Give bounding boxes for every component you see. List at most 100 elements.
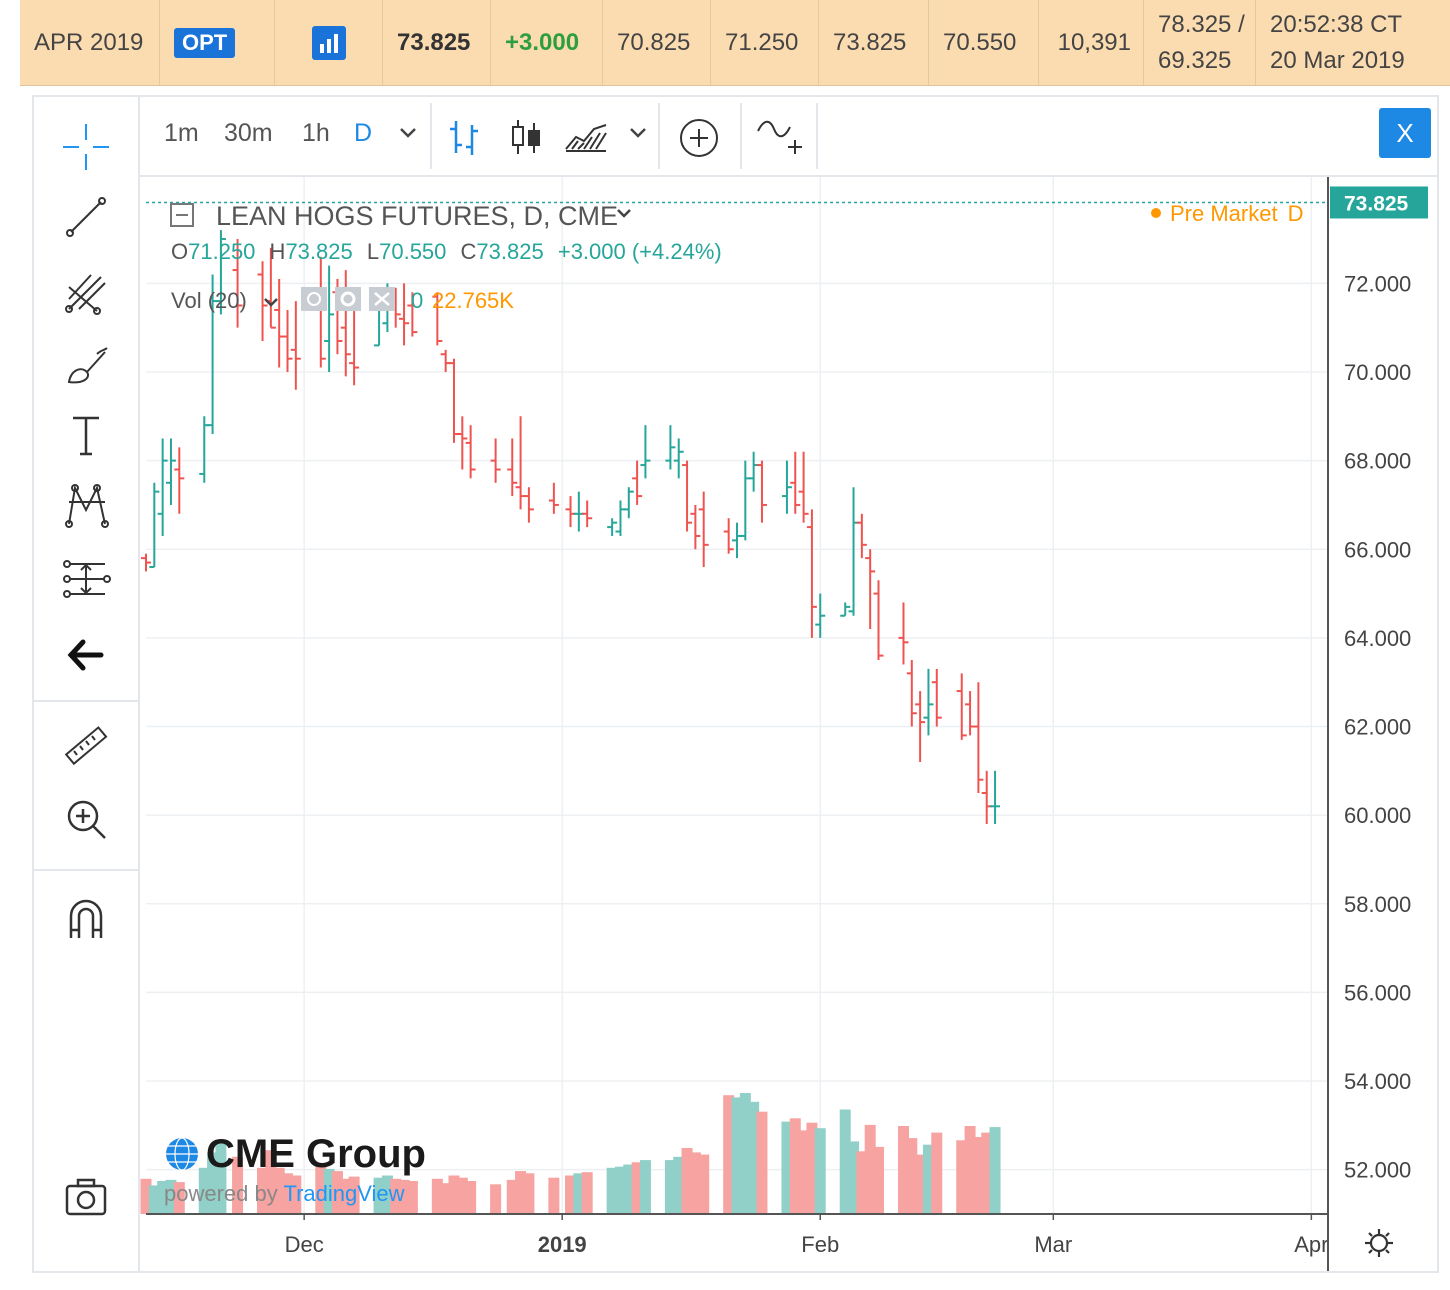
ruler-icon[interactable] bbox=[56, 717, 116, 777]
volume-bar bbox=[922, 1144, 934, 1214]
open-value: 71.250 bbox=[711, 0, 819, 85]
ohlc-bar bbox=[274, 278, 285, 368]
prior-settle: 70.825 bbox=[603, 0, 711, 85]
volume-bar bbox=[689, 1152, 701, 1214]
volume-dropdown-icon[interactable] bbox=[264, 298, 278, 307]
pitchfork-icon[interactable] bbox=[56, 262, 116, 322]
ohlc-bar bbox=[349, 296, 360, 386]
chart-toolbar: 1m 30m 1h D bbox=[140, 97, 1437, 177]
eye-icon[interactable] bbox=[301, 287, 327, 311]
volume-bar bbox=[839, 1109, 851, 1214]
chart-area[interactable]: CME Group powered by TradingView 52.0005… bbox=[34, 97, 1437, 1271]
interval-1m[interactable]: 1m bbox=[164, 119, 199, 147]
measure-range-icon[interactable] bbox=[56, 549, 116, 609]
arrow-left-icon[interactable] bbox=[56, 625, 116, 685]
volume-bar bbox=[989, 1127, 1001, 1214]
volume-bar bbox=[681, 1148, 693, 1214]
interval-d[interactable]: D bbox=[354, 119, 373, 147]
ohlc-bar bbox=[756, 460, 767, 523]
collapse-icon[interactable] bbox=[170, 203, 194, 227]
ohlc-bar bbox=[490, 438, 501, 483]
ohlc-bar bbox=[215, 230, 226, 315]
ohlc-bar bbox=[798, 451, 809, 523]
high-value: 73.825 bbox=[819, 0, 929, 85]
last-price-label: 73.825 bbox=[1344, 192, 1409, 215]
volume-bar bbox=[789, 1118, 801, 1214]
volume-bar bbox=[864, 1124, 876, 1214]
ohlc-bar bbox=[465, 425, 476, 479]
toolbar-divider bbox=[658, 103, 660, 169]
bar-chart-icon[interactable] bbox=[311, 25, 346, 60]
limits: 78.325 / 69.325 bbox=[1144, 0, 1256, 85]
settings-icon[interactable] bbox=[335, 287, 361, 311]
ohlc-bar bbox=[290, 301, 301, 390]
ohlc-bar bbox=[199, 416, 210, 483]
indicators-icon[interactable] bbox=[754, 115, 804, 164]
volume-bar bbox=[331, 1171, 343, 1214]
camera-icon[interactable] bbox=[56, 1167, 116, 1227]
brush-icon[interactable] bbox=[56, 335, 116, 395]
volume-ma: 22.765K bbox=[432, 288, 514, 313]
y-tick-label: 54.000 bbox=[1344, 1069, 1411, 1094]
symbol-dropdown-icon[interactable] bbox=[617, 209, 631, 218]
ohlc-bar bbox=[165, 438, 176, 505]
y-tick-label: 60.000 bbox=[1344, 803, 1411, 828]
volume-label[interactable]: Vol (20) bbox=[171, 288, 247, 313]
volume-bar bbox=[207, 1152, 219, 1214]
ohlc-bar bbox=[690, 504, 701, 550]
x-tick-label: Apr bbox=[1294, 1232, 1328, 1257]
volume-bar bbox=[731, 1097, 743, 1214]
volume-bar bbox=[406, 1181, 418, 1214]
ohlc-bar bbox=[732, 522, 742, 559]
opt-button[interactable]: OPT bbox=[174, 27, 236, 58]
ohlc-bar bbox=[407, 292, 418, 337]
cme-logo: CME Group powered by TradingView bbox=[164, 1132, 426, 1206]
volume-bar bbox=[173, 1182, 185, 1214]
text-tool-icon[interactable] bbox=[56, 405, 116, 465]
ohlc-bar bbox=[840, 602, 851, 617]
y-tick-label: 64.000 bbox=[1344, 626, 1411, 651]
volume-bar bbox=[972, 1137, 984, 1214]
volume-bar bbox=[290, 1175, 302, 1214]
volume-bar bbox=[465, 1181, 477, 1214]
volume-bar bbox=[897, 1126, 909, 1214]
volume-bar bbox=[265, 1150, 277, 1214]
volume-bar bbox=[340, 1178, 352, 1214]
volume-bar bbox=[148, 1185, 160, 1214]
ohlc-bar bbox=[923, 668, 934, 736]
toolbar-divider bbox=[430, 103, 432, 169]
volume-bar bbox=[798, 1130, 810, 1214]
candles-icon[interactable] bbox=[508, 117, 544, 162]
ohlc-bar bbox=[632, 460, 643, 505]
interval-30m[interactable]: 30m bbox=[224, 119, 273, 147]
volume-bar bbox=[581, 1172, 593, 1214]
area-chart-icon[interactable] bbox=[564, 119, 608, 160]
volume-bar bbox=[698, 1154, 710, 1214]
volume-bar bbox=[756, 1111, 768, 1214]
ohlc-bar bbox=[640, 425, 651, 479]
trend-line-icon[interactable] bbox=[56, 187, 116, 247]
volume-bar bbox=[848, 1141, 860, 1214]
ohlc-bar bbox=[698, 491, 709, 567]
last-price: 73.825 bbox=[383, 0, 491, 85]
interval-dropdown-icon[interactable] bbox=[398, 125, 418, 146]
symbol-title[interactable]: LEAN HOGS FUTURES, D, CME bbox=[216, 201, 618, 231]
volume-bar bbox=[814, 1128, 826, 1214]
chart-type-dropdown-icon[interactable] bbox=[628, 125, 648, 146]
gear-icon[interactable] bbox=[1365, 1229, 1393, 1257]
volume-bar bbox=[381, 1175, 393, 1214]
volume-bar bbox=[639, 1160, 651, 1214]
volume-bar bbox=[282, 1173, 294, 1214]
interval-1h[interactable]: 1h bbox=[302, 119, 330, 147]
zoom-in-icon[interactable] bbox=[56, 789, 116, 849]
volume-bar bbox=[523, 1173, 535, 1214]
close-button[interactable]: X bbox=[1379, 108, 1431, 158]
add-compare-icon[interactable] bbox=[678, 117, 720, 164]
volume-bar bbox=[165, 1179, 177, 1214]
crosshair-icon[interactable] bbox=[56, 117, 116, 177]
ohlc-bar bbox=[523, 487, 534, 523]
remove-icon-cross bbox=[374, 292, 390, 306]
pattern-icon[interactable] bbox=[56, 475, 116, 535]
ohlc-bars-icon[interactable] bbox=[446, 117, 482, 162]
magnet-icon[interactable] bbox=[56, 889, 116, 949]
